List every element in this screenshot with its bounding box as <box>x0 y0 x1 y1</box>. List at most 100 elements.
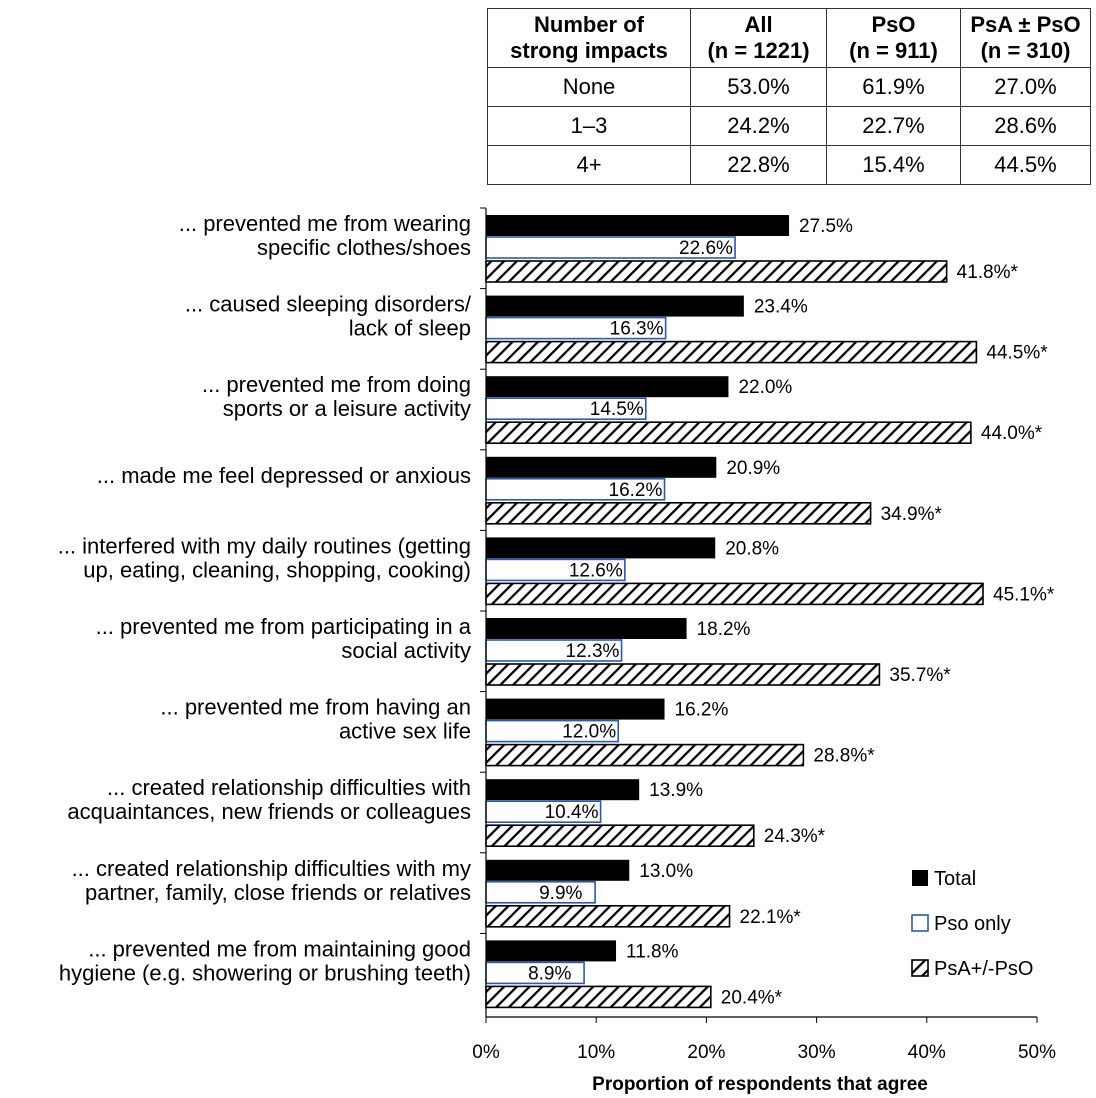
data-label: 22.0% <box>738 377 792 398</box>
legend: Total Pso only PsA+/-PsO <box>911 868 1033 980</box>
bar-total <box>486 779 640 801</box>
table-cell: 24.2% <box>690 106 827 146</box>
data-label: 12.6% <box>569 560 623 581</box>
data-label: 16.2% <box>675 700 729 721</box>
header-strong-impacts: Number of strong impacts <box>487 8 691 68</box>
header-psa: PsA ± PsO (n = 310) <box>960 8 1091 68</box>
data-label: 20.8% <box>725 538 779 559</box>
category-label: ... prevented me from wearing <box>179 211 471 236</box>
data-label: 24.3%* <box>764 826 826 847</box>
table-cell: 4+ <box>487 145 691 185</box>
data-label: 12.3% <box>566 641 620 662</box>
bar-total <box>486 618 687 639</box>
bar-total <box>486 376 729 398</box>
table-header-text: (n = 310) <box>980 38 1071 63</box>
x-tick-label: 30% <box>798 1042 836 1063</box>
data-label: 11.8% <box>626 941 679 962</box>
table-header-text: PsO <box>871 12 916 37</box>
data-label: 12.0% <box>562 722 616 743</box>
bar-psa-pso <box>485 421 972 445</box>
table-cell: 15.4% <box>826 145 961 185</box>
bar-psa-pso <box>485 340 978 364</box>
data-label: 35.7%* <box>889 665 951 686</box>
header-pso: PsO (n = 911) <box>826 8 961 68</box>
category-label: social activity <box>341 638 471 663</box>
x-tick-label: 10% <box>577 1042 615 1063</box>
category-label: ... prevented me from having an <box>160 695 471 720</box>
impact-summary-table: Number of strong impacts All (n = 1221) Ps… <box>487 8 1091 185</box>
table-header-text: All <box>744 12 773 37</box>
data-label: 13.0% <box>639 861 693 882</box>
data-label: 34.9%* <box>881 504 943 525</box>
data-label: 22.1%* <box>740 907 802 928</box>
category-label: ... made me feel depressed or anxious <box>97 463 471 488</box>
table-cell: 22.7% <box>826 106 961 146</box>
table-header-text: strong impacts <box>510 38 668 63</box>
data-label: 28.8%* <box>813 746 875 767</box>
table-header-text: PsA ± PsO <box>970 12 1081 37</box>
bar-psa-pso <box>485 582 984 606</box>
category-label: ... created relationship difficulties wi… <box>107 775 471 800</box>
x-tick-label: 40% <box>908 1042 946 1063</box>
bar-psa-pso <box>485 743 805 767</box>
table-cell: 1–3 <box>487 106 691 146</box>
bar-psa-pso <box>485 824 755 848</box>
data-label: 44.5%* <box>986 343 1048 364</box>
data-label: 16.2% <box>609 480 663 501</box>
data-label: 23.4% <box>754 297 808 318</box>
category-label: sports or a leisure activity <box>223 396 471 421</box>
category-label: active sex life <box>339 719 471 744</box>
bar-psa-pso <box>485 904 731 928</box>
bar-total <box>486 456 717 478</box>
bar-total <box>486 698 665 720</box>
data-label: 20.9% <box>726 458 780 479</box>
bar-psa-pso <box>485 663 881 686</box>
bar-psa-pso <box>485 985 712 1009</box>
category-label: ... interfered with my daily routines (g… <box>58 533 471 558</box>
table-row: None 53.0% 61.9% 27.0% <box>487 67 1091 107</box>
data-label: 14.5% <box>590 399 644 420</box>
table-cell: 61.9% <box>826 67 961 107</box>
legend-swatch-psa-pso <box>911 959 929 977</box>
category-label: lack of sleep <box>349 316 471 341</box>
data-label: 44.0%* <box>981 423 1043 444</box>
category-label: hygiene (e.g. showering or brushing teet… <box>59 960 471 985</box>
bar-total <box>486 215 790 236</box>
legend-label: Total <box>934 868 976 890</box>
table-header-text: Number of <box>534 12 644 37</box>
legend-swatch-pso-only <box>911 914 929 932</box>
bar-total <box>486 295 744 317</box>
category-label: ... prevented me from doing <box>202 372 471 397</box>
data-label: 8.9% <box>528 963 571 984</box>
data-label: 18.2% <box>697 619 751 640</box>
x-tick-label: 20% <box>687 1042 725 1063</box>
bar-total <box>486 940 617 962</box>
data-label: 20.4%* <box>721 987 783 1008</box>
data-label: 22.6% <box>679 238 733 259</box>
category-label: ... created relationship difficulties wi… <box>72 856 471 881</box>
x-axis-title: Proportion of respondents that agree <box>592 1074 928 1095</box>
bar-psa-pso <box>485 501 872 525</box>
category-label: ... caused sleeping disorders/ <box>185 292 472 317</box>
legend-label: PsA+/-PsO <box>934 958 1033 980</box>
table-row: 4+ 22.8% 15.4% 44.5% <box>487 145 1091 185</box>
category-label: specific clothes/shoes <box>257 235 471 260</box>
data-label: 41.8%* <box>957 262 1019 283</box>
data-label: 10.4% <box>545 802 599 823</box>
table-cell: 22.8% <box>690 145 827 185</box>
category-label: partner, family, close friends or relati… <box>85 880 471 905</box>
legend-swatch-total <box>912 870 928 886</box>
bar-psa-pso <box>485 260 948 283</box>
category-label: ... prevented me from maintaining good <box>88 936 471 961</box>
table-header-text: (n = 1221) <box>707 38 810 63</box>
data-label: 9.9% <box>539 883 582 904</box>
category-label: up, eating, cleaning, shopping, cooking) <box>83 557 471 582</box>
data-label: 45.1%* <box>993 584 1055 605</box>
category-label: ... prevented me from participating in a <box>96 614 472 639</box>
bar-total <box>486 537 716 559</box>
table-cell: None <box>487 67 691 107</box>
x-tick-label: 50% <box>1018 1042 1056 1063</box>
data-label: 27.5% <box>799 216 853 237</box>
